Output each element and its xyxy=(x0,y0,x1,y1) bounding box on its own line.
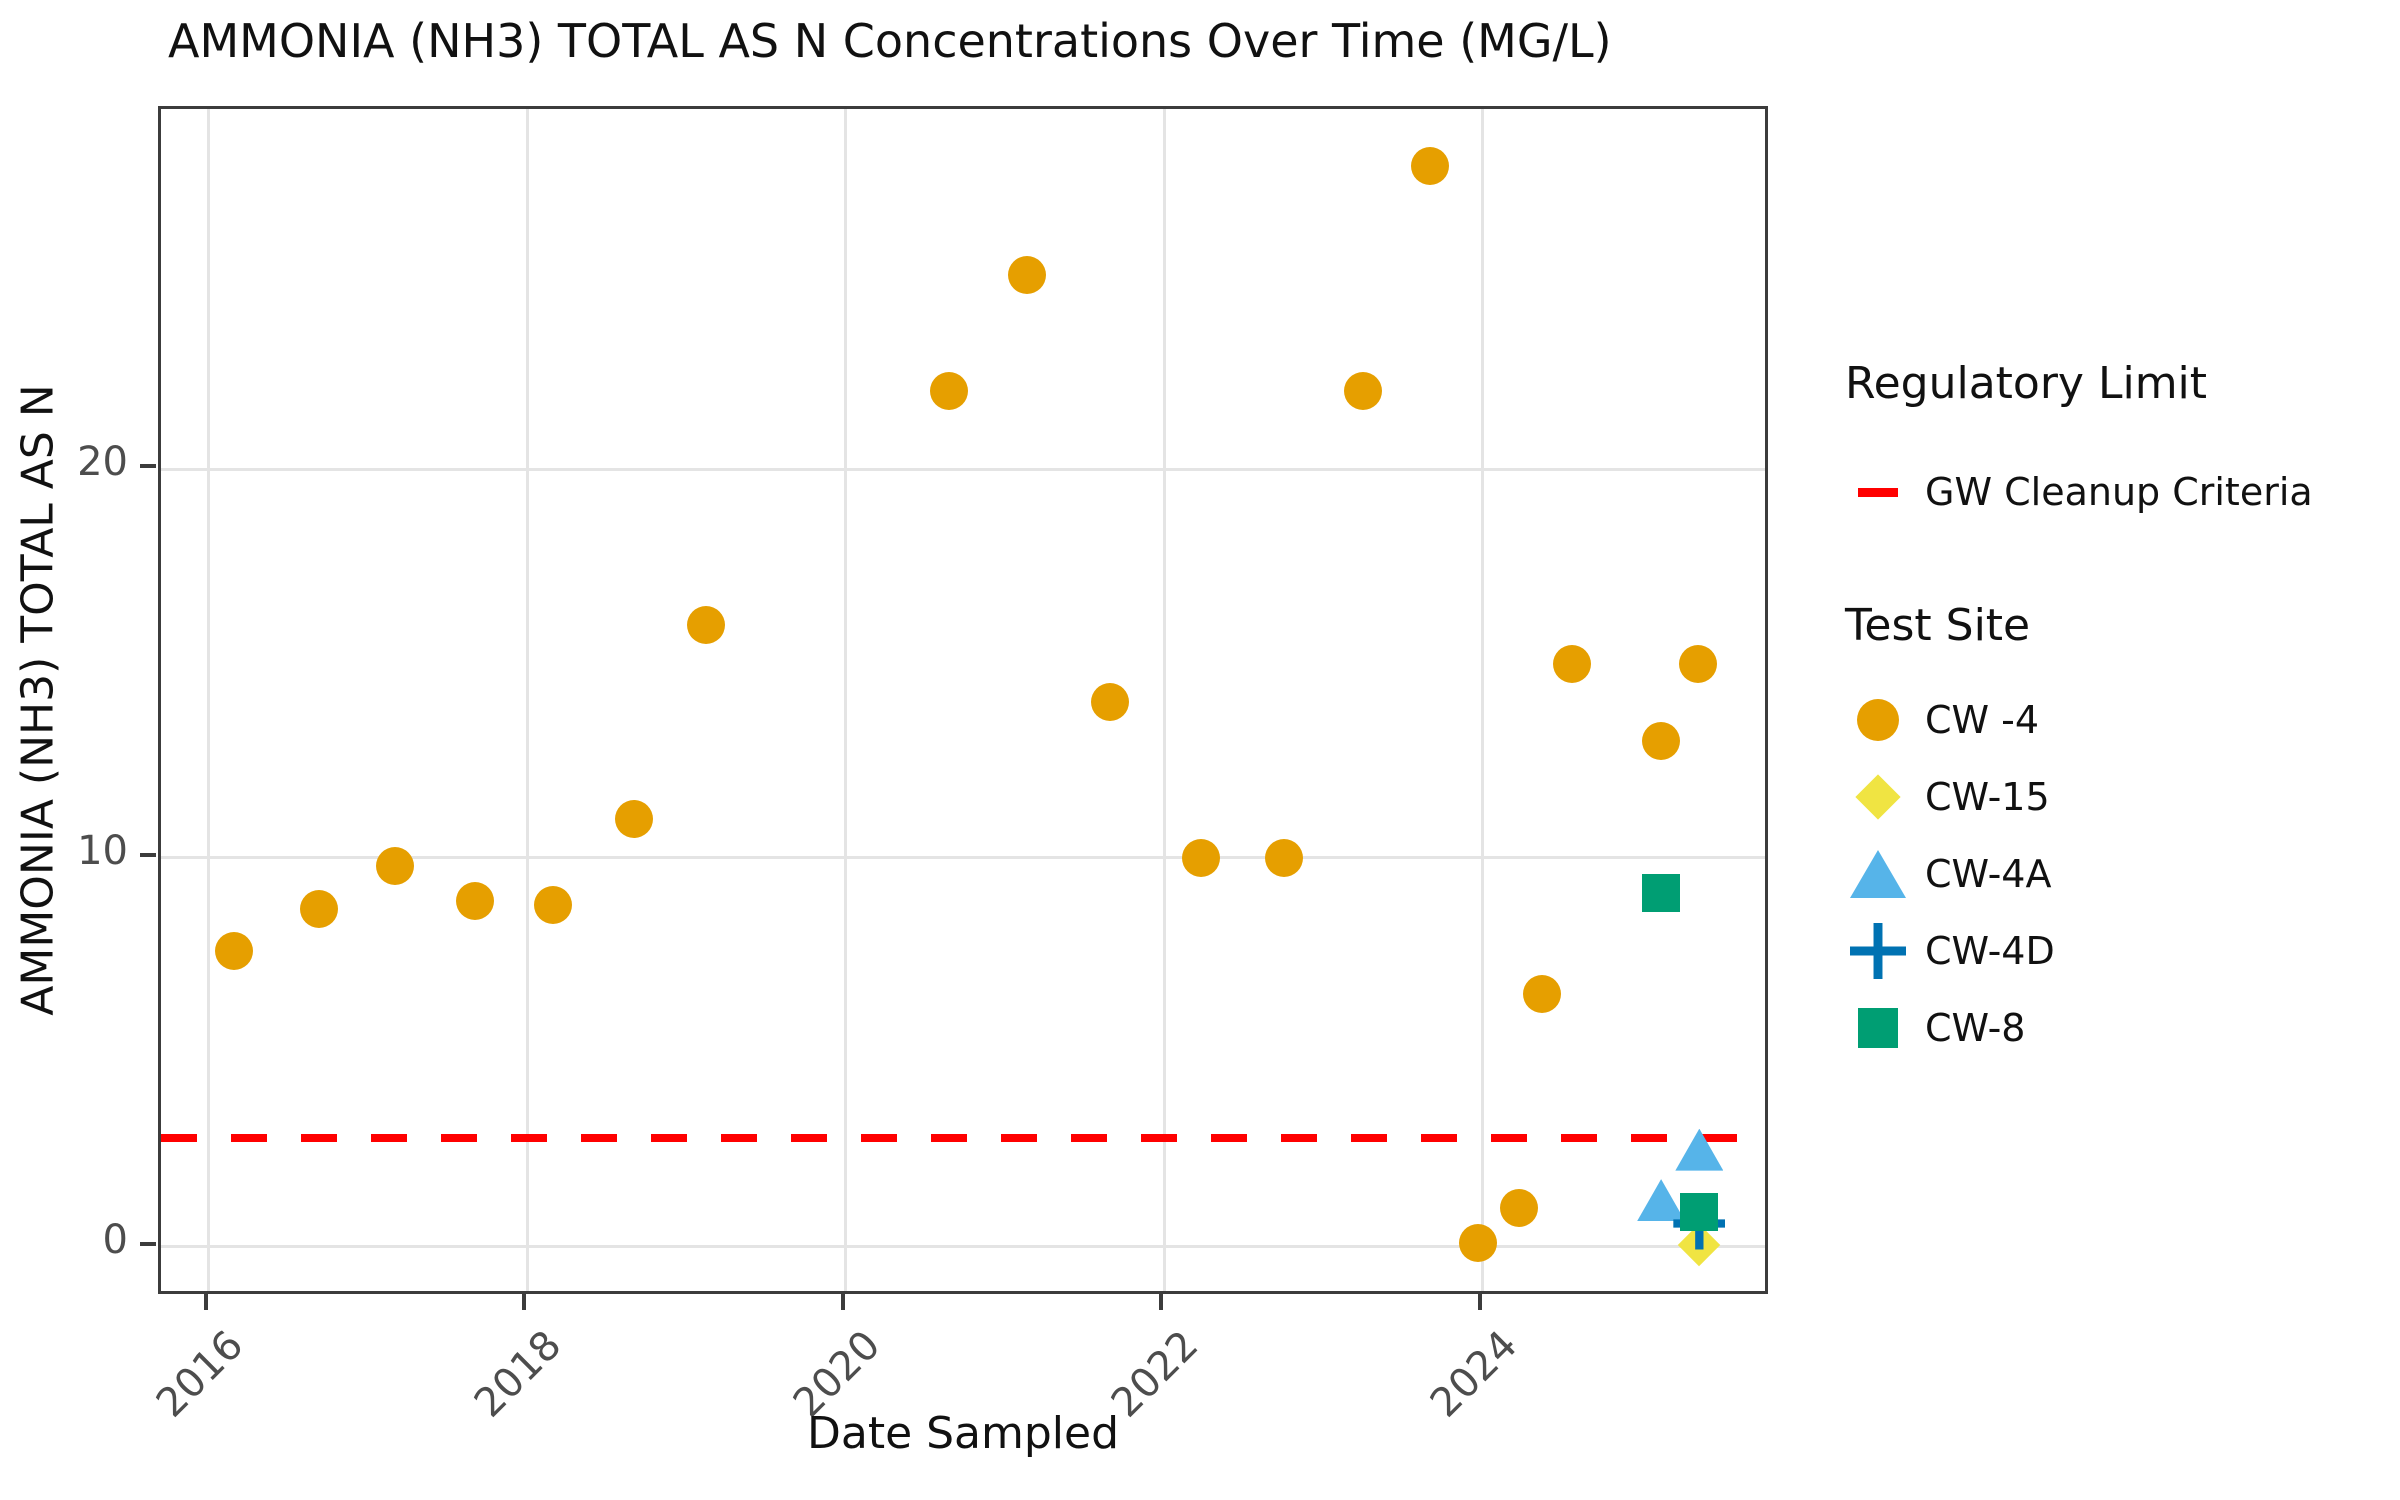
data-point-cw-4 xyxy=(1008,255,1047,294)
data-point-cw-4 xyxy=(1181,838,1220,877)
data-point-cw-4 xyxy=(1642,722,1681,761)
legend-item-cw-4: CW -4 xyxy=(1845,696,2039,744)
regulatory-limit-line xyxy=(161,1133,1765,1142)
legend-item-label: GW Cleanup Criteria xyxy=(1925,470,2313,514)
legend-item-cw-4a: CW-4A xyxy=(1845,850,2051,898)
data-point-cw-4a xyxy=(1637,1179,1686,1222)
square-marker-icon xyxy=(1845,1008,1911,1048)
plot-panel xyxy=(158,106,1768,1294)
legend-item-label: CW -4 xyxy=(1925,698,2040,742)
data-point-cw-4 xyxy=(1411,146,1450,185)
y-gridline xyxy=(161,467,1765,471)
x-tick-label: 2018 xyxy=(466,1322,571,1427)
x-tick xyxy=(1159,1294,1164,1310)
data-point-cw-8 xyxy=(1680,1192,1719,1231)
legend-item-cw-4d: CW-4D xyxy=(1845,923,2055,979)
triangle-marker-icon xyxy=(1845,850,1911,898)
chart-title: AMMONIA (NH3) TOTAL AS N Concentrations … xyxy=(168,14,1612,68)
data-point-cw-4 xyxy=(1552,644,1591,683)
data-point-cw-4 xyxy=(1264,838,1303,877)
data-point-cw-4 xyxy=(1500,1188,1539,1227)
data-point-cw-4 xyxy=(215,932,254,971)
x-tick-label: 2016 xyxy=(147,1322,253,1427)
data-point-cw-4 xyxy=(533,885,572,924)
x-gridline xyxy=(1162,109,1166,1291)
data-point-cw-4 xyxy=(1344,372,1383,411)
plus-marker-icon xyxy=(1845,923,1911,979)
diamond-marker-icon xyxy=(1845,774,1911,820)
x-axis-label: Date Sampled xyxy=(806,1408,1120,1459)
data-point-cw-4 xyxy=(1678,644,1717,683)
y-tick-label: 0 xyxy=(102,1216,128,1263)
y-tick xyxy=(140,464,156,469)
legend-item-label: CW-15 xyxy=(1925,775,2050,819)
legend-item-cw-15: CW-15 xyxy=(1845,773,2050,821)
y-gridline xyxy=(161,856,1765,860)
x-tick-label: 2024 xyxy=(1421,1322,1527,1427)
legend-item-label: CW-4D xyxy=(1925,929,2055,973)
y-tick xyxy=(140,1241,156,1246)
data-point-cw-8 xyxy=(1642,873,1681,912)
data-point-cw-4 xyxy=(1091,683,1130,722)
circle-marker-icon xyxy=(1845,699,1911,741)
legend-item-label: CW-8 xyxy=(1925,1006,2026,1050)
data-point-cw-4 xyxy=(455,881,494,920)
data-point-cw-4 xyxy=(1458,1223,1497,1262)
red-dash-icon xyxy=(1845,487,1911,497)
x-tick xyxy=(203,1294,208,1310)
legend-item-cw-8: CW-8 xyxy=(1845,1004,2025,1052)
legend-title-regulatory-limit: Regulatory Limit xyxy=(1845,358,2208,409)
x-tick xyxy=(840,1294,845,1310)
legend-item-label: CW-4A xyxy=(1925,852,2052,896)
data-point-cw-4 xyxy=(686,605,725,644)
y-axis-label: AMMONIA (NH3) TOTAL AS N xyxy=(12,384,64,1016)
data-point-cw-4 xyxy=(614,800,653,839)
data-point-cw-4 xyxy=(930,372,969,411)
y-gridline xyxy=(161,1245,1765,1249)
x-gridline xyxy=(1481,109,1485,1291)
x-tick xyxy=(522,1294,527,1310)
y-tick xyxy=(140,852,156,857)
data-point-cw-4 xyxy=(1522,975,1561,1014)
y-tick-label: 20 xyxy=(77,439,128,486)
x-tick xyxy=(1477,1294,1482,1310)
x-gridline xyxy=(525,109,529,1291)
x-gridline xyxy=(844,109,848,1291)
y-tick-label: 10 xyxy=(77,827,128,874)
legend-title-test-site: Test Site xyxy=(1845,600,2031,651)
data-point-cw-4 xyxy=(299,889,338,928)
x-gridline xyxy=(207,109,211,1291)
legend-item-gw-cleanup-criteria: GW Cleanup Criteria xyxy=(1845,468,2313,516)
data-point-cw-4 xyxy=(376,846,415,885)
